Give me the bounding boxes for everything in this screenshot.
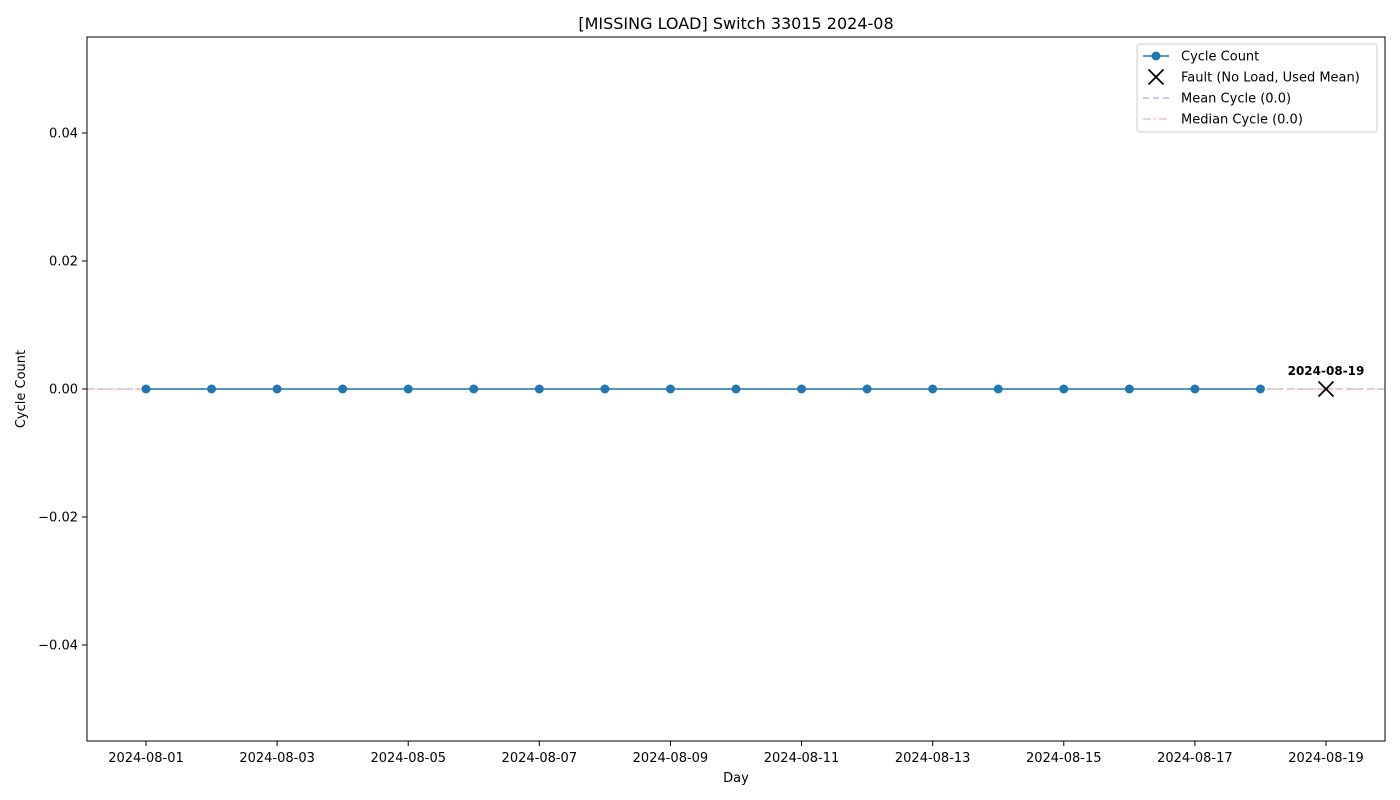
cycle-count-point xyxy=(1124,384,1134,394)
fault-date-annotation: 2024-08-19 xyxy=(1288,364,1365,378)
cycle-count-point xyxy=(797,384,807,394)
legend-label: Median Cycle (0.0) xyxy=(1181,113,1303,128)
cycle-count-point xyxy=(272,384,282,394)
x-tick-label: 2024-08-13 xyxy=(895,751,971,766)
fault-marker xyxy=(1317,380,1335,398)
cycle-count-point xyxy=(469,384,479,394)
x-tick-label: 2024-08-09 xyxy=(633,751,709,766)
y-axis-label: Cycle Count xyxy=(14,350,29,428)
x-tick-label: 2024-08-17 xyxy=(1157,751,1233,766)
legend-marker-fault xyxy=(1147,68,1165,86)
x-axis-label: Day xyxy=(723,771,749,786)
cycle-count-point xyxy=(731,384,741,394)
cycle-count-point xyxy=(403,384,413,394)
cycle-count-point xyxy=(1059,384,1069,394)
y-tick-label: 0.02 xyxy=(49,255,78,270)
y-tick-label: −0.04 xyxy=(38,639,78,654)
cycle-count-point xyxy=(534,384,544,394)
x-tick-label: 2024-08-03 xyxy=(239,751,315,766)
x-tick-label: 2024-08-19 xyxy=(1288,751,1364,766)
legend-label: Fault (No Load, Used Mean) xyxy=(1181,71,1360,86)
x-tick-label: 2024-08-01 xyxy=(108,751,184,766)
legend: Cycle Count Fault (No Load, Used Mean) Mea… xyxy=(1136,43,1378,133)
cycle-count-point xyxy=(1190,384,1200,394)
x-tick-label: 2024-08-11 xyxy=(764,751,840,766)
cycle-count-point xyxy=(993,384,1003,394)
cycle-count-point xyxy=(600,384,610,394)
x-tick-label: 2024-08-05 xyxy=(370,751,446,766)
legend-label: Mean Cycle (0.0) xyxy=(1181,92,1291,107)
cycle-count-point xyxy=(665,384,675,394)
cycle-count-point xyxy=(928,384,938,394)
legend-box xyxy=(1136,43,1378,133)
y-tick-label: 0.00 xyxy=(49,383,78,398)
legend-label: Cycle Count xyxy=(1181,50,1259,65)
x-tick-label: 2024-08-07 xyxy=(502,751,578,766)
legend-marker-cycle-count xyxy=(1151,51,1161,61)
cycle-count-point xyxy=(1255,384,1265,394)
y-tick-label: 0.04 xyxy=(49,127,78,142)
x-tick-label: 2024-08-15 xyxy=(1026,751,1102,766)
chart-title: [MISSING LOAD] Switch 33015 2024-08 xyxy=(578,14,893,33)
y-tick-label: −0.02 xyxy=(38,511,78,526)
cycle-count-point xyxy=(141,384,151,394)
cycle-count-point xyxy=(338,384,348,394)
cycle-count-point xyxy=(862,384,872,394)
cycle-count-point xyxy=(207,384,217,394)
